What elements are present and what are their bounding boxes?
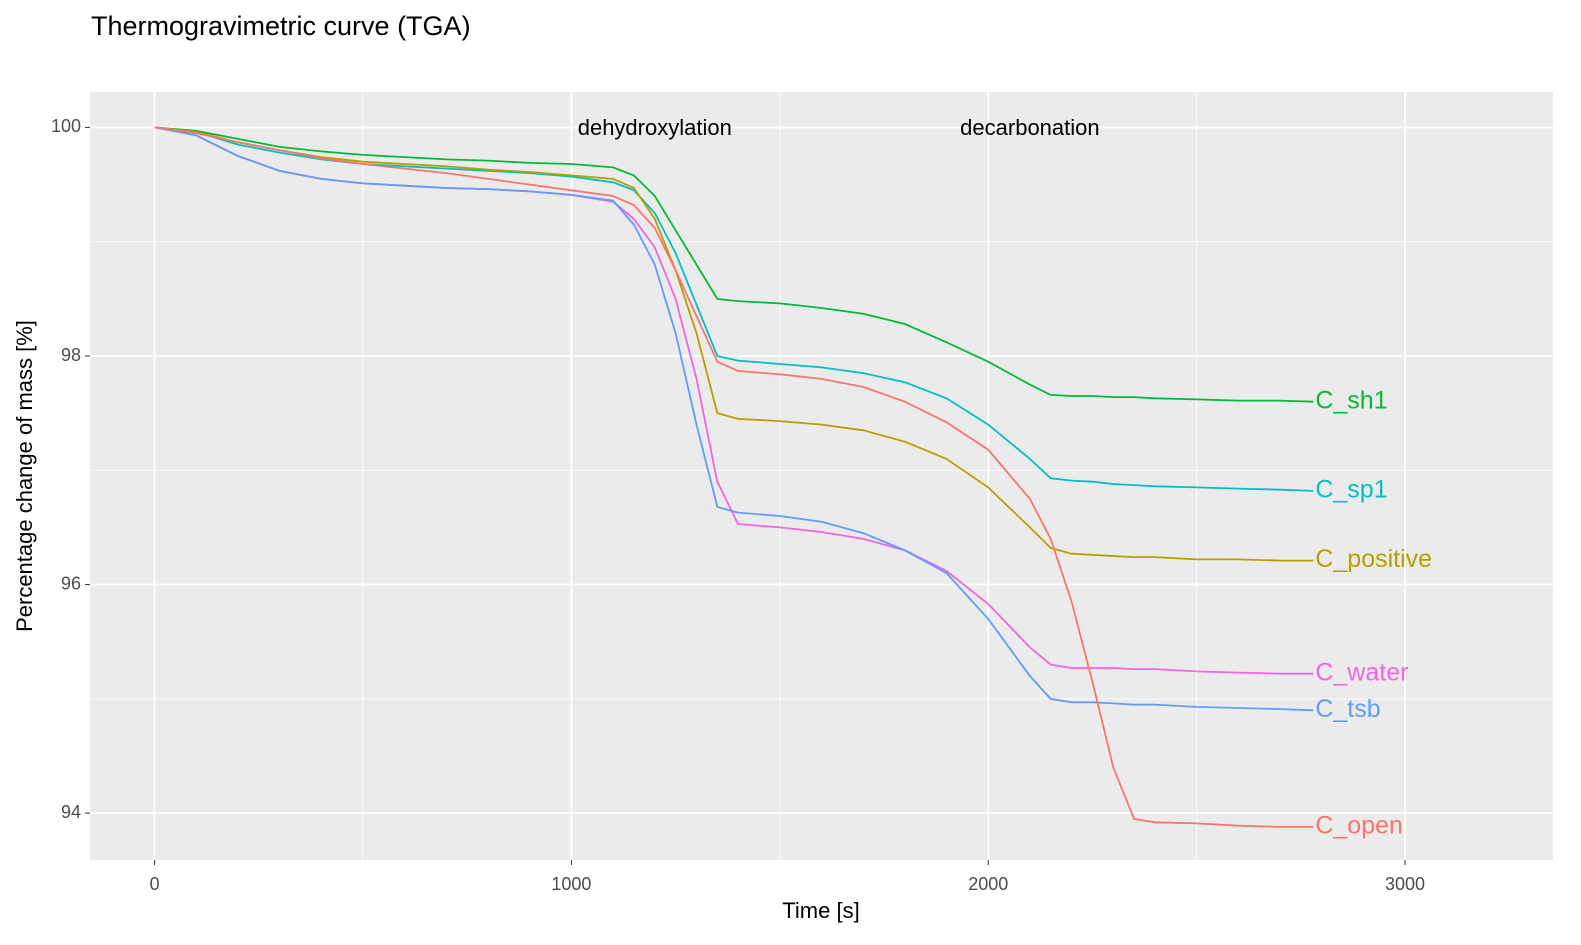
chart-title: Thermogravimetric curve (TGA) [91,11,471,41]
x-tick-label: 3000 [1385,874,1425,894]
annotation: decarbonation [960,115,1099,140]
y-tick-label: 98 [61,345,81,365]
series-label: C_sp1 [1315,475,1387,503]
series-label: C_positive [1315,545,1432,573]
series-label: C_sh1 [1315,386,1387,414]
series-label: C_tsb [1315,695,1380,723]
x-axis-title: Time [s] [782,898,859,923]
plot-panel [90,92,1553,860]
x-tick-label: 1000 [551,874,591,894]
series-label: C_open [1315,811,1403,839]
y-axis-title: Percentage change of mass [%] [12,320,37,632]
series-line [154,126,1314,712]
series-line [154,126,1314,492]
series-line [154,126,1314,403]
series-line [154,126,1314,828]
annotation: dehydroxylation [578,115,732,140]
y-tick-label: 96 [61,573,81,593]
x-tick-label: 2000 [968,874,1008,894]
series-line [154,126,1314,562]
series-label: C_water [1315,658,1408,686]
x-tick-label: 0 [150,874,160,894]
y-tick-label: 100 [51,116,81,136]
y-tick-label: 94 [61,802,81,822]
